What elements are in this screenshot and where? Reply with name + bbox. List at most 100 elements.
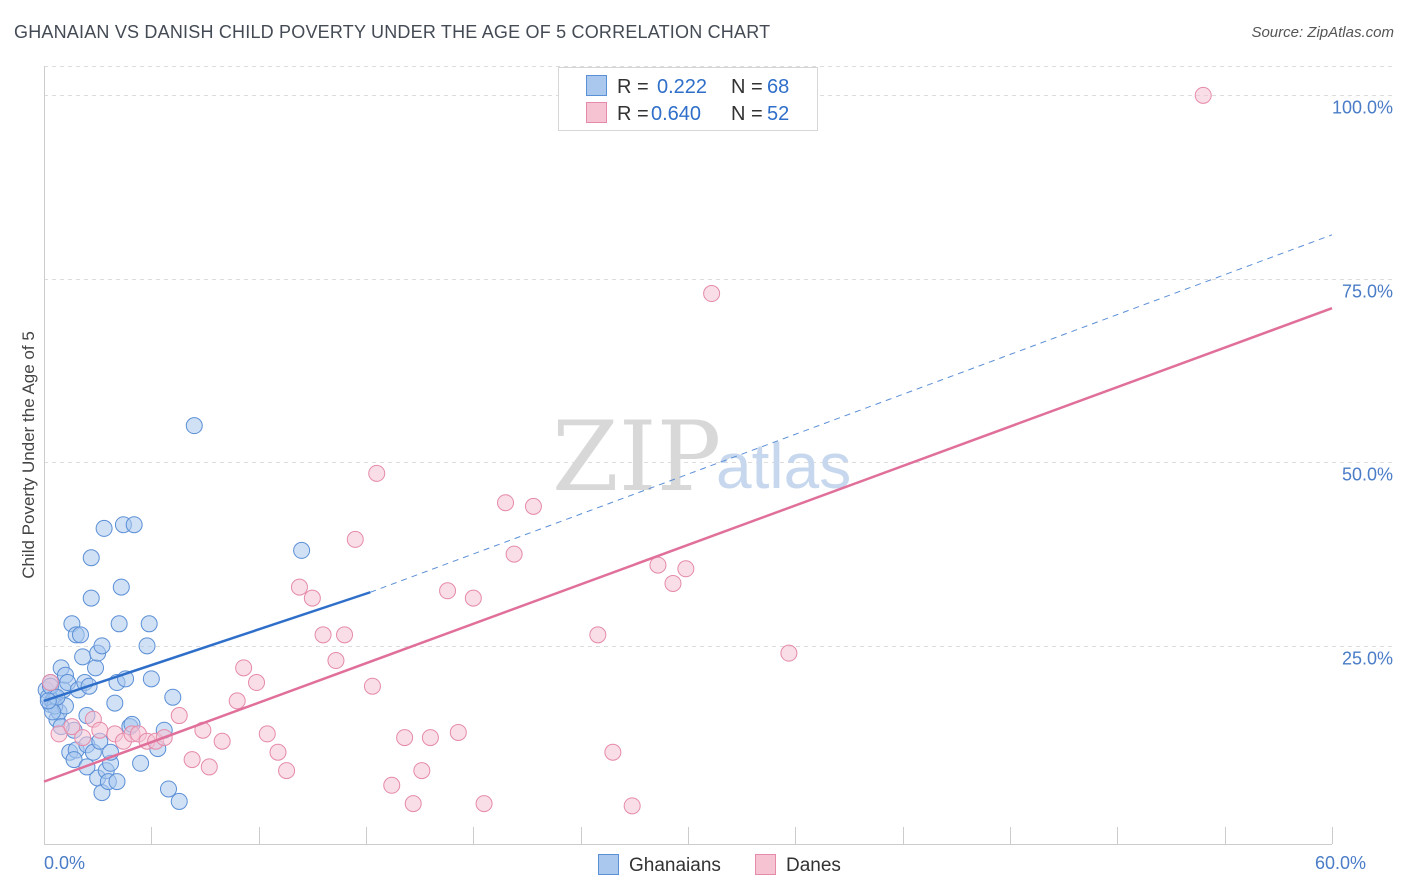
danes-points xyxy=(41,86,1212,815)
ghanaians-trend-line xyxy=(43,591,371,703)
ghanaian-point xyxy=(82,589,100,607)
dane-point xyxy=(200,758,218,776)
x-tick-label: 60.0% xyxy=(1315,853,1366,873)
dane-point xyxy=(327,652,345,670)
grid xyxy=(44,66,1392,647)
ghanaian-point xyxy=(39,692,57,710)
ghanaian-point xyxy=(132,754,150,772)
dane-point xyxy=(183,751,201,769)
ghanaian-point xyxy=(164,688,182,706)
ghanaian-point xyxy=(170,792,188,810)
dane-point xyxy=(228,692,246,710)
dane-point xyxy=(421,729,439,747)
ghanaian-point xyxy=(95,519,113,537)
watermark-atlas: atlas xyxy=(716,430,851,502)
dane-point xyxy=(449,723,467,741)
ghanaian-point xyxy=(71,626,89,644)
ghanaian-point xyxy=(112,578,130,596)
ghanaian-point xyxy=(82,549,100,567)
ghanaian-point xyxy=(110,615,128,633)
y-tick-label: 25.0% xyxy=(1342,649,1393,669)
legend-n-value-2: 52 xyxy=(767,103,789,125)
dane-point xyxy=(258,725,276,743)
dane-point xyxy=(235,659,253,677)
dane-point xyxy=(604,743,622,761)
dane-point xyxy=(368,464,386,482)
ghanaian-point xyxy=(142,670,160,688)
ghanaians-trend-extension xyxy=(370,234,1333,593)
dane-point xyxy=(413,762,431,780)
legend-n-label-1: N = xyxy=(731,76,763,98)
dane-point xyxy=(404,795,422,813)
correlation-legend: R = 0.222 N = 68 R = 0.640 N = 52 xyxy=(558,67,818,131)
dane-point xyxy=(63,718,81,736)
y-tick-label: 100.0% xyxy=(1332,98,1393,118)
ghanaian-point xyxy=(74,648,92,666)
legend-r-value-1: 0.222 xyxy=(657,76,707,98)
legend-r-value-2: 0.640 xyxy=(651,103,701,125)
y-tick-label: 75.0% xyxy=(1342,282,1393,302)
dane-point xyxy=(439,582,457,600)
dane-point xyxy=(290,578,308,596)
dane-point xyxy=(363,677,381,695)
dane-point xyxy=(346,530,364,548)
dane-point xyxy=(303,589,321,607)
dane-point xyxy=(74,729,92,747)
ghanaian-point xyxy=(160,780,178,798)
bottom-legend-swatch-danes xyxy=(755,854,776,875)
ghanaians-points xyxy=(37,417,311,810)
legend-r-label-1: R = xyxy=(617,76,649,98)
danes-trend-line xyxy=(43,307,1333,783)
dane-point xyxy=(505,545,523,563)
dane-point xyxy=(677,560,695,578)
legend-r-label-2: R = xyxy=(617,103,649,125)
ghanaian-point xyxy=(65,751,83,769)
dane-point xyxy=(269,743,287,761)
dane-point xyxy=(475,795,493,813)
chart-title: GHANAIAN VS DANISH CHILD POVERTY UNDER T… xyxy=(14,22,771,42)
dane-point xyxy=(649,556,667,574)
dane-point xyxy=(524,497,542,515)
ghanaian-point xyxy=(185,417,203,435)
trend-lines xyxy=(43,234,1333,783)
dane-point xyxy=(336,626,354,644)
dane-point xyxy=(589,626,607,644)
dane-point xyxy=(91,721,109,739)
dane-point xyxy=(623,797,641,815)
ghanaian-point xyxy=(108,773,126,791)
dane-point xyxy=(497,494,515,512)
x-ticks xyxy=(44,827,1333,844)
dane-point xyxy=(396,729,414,747)
bottom-legend-swatch-ghanaians xyxy=(598,854,619,875)
source-label: Source: ZipAtlas.com xyxy=(1251,24,1394,41)
watermark-zip: ZIP xyxy=(552,401,721,513)
ghanaian-point xyxy=(93,637,111,655)
dane-point xyxy=(50,725,68,743)
tick-labels: 25.0% 50.0% 75.0% 100.0% 0.0% 60.0% xyxy=(44,98,1393,874)
dane-point xyxy=(664,574,682,592)
y-tick-label: 50.0% xyxy=(1342,465,1393,485)
dane-point xyxy=(464,589,482,607)
legend-swatch-ghanaians xyxy=(586,75,607,96)
ghanaian-point xyxy=(106,694,124,712)
legend-swatch-danes xyxy=(586,102,607,123)
dane-point xyxy=(170,707,188,725)
dane-point xyxy=(41,674,59,692)
dane-point xyxy=(314,626,332,644)
dane-point xyxy=(248,674,266,692)
legend-n-label-2: N = xyxy=(731,103,763,125)
x-tick-label: 0.0% xyxy=(44,853,85,873)
dane-point xyxy=(1194,86,1212,104)
dane-point xyxy=(780,644,798,662)
ghanaian-point xyxy=(138,637,156,655)
series-legend: Ghanaians Danes xyxy=(598,854,841,876)
watermark: ZIP atlas xyxy=(552,401,851,513)
ghanaian-point xyxy=(87,659,105,677)
dane-point xyxy=(278,762,296,780)
ghanaian-point xyxy=(125,516,143,534)
dane-point xyxy=(383,776,401,794)
dane-point xyxy=(703,285,721,303)
ghanaian-point xyxy=(140,615,158,633)
ghanaian-point xyxy=(293,541,311,559)
